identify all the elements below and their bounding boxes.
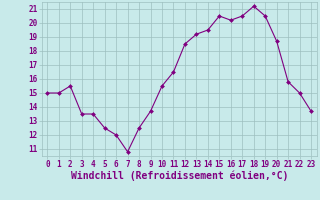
- X-axis label: Windchill (Refroidissement éolien,°C): Windchill (Refroidissement éolien,°C): [70, 171, 288, 181]
